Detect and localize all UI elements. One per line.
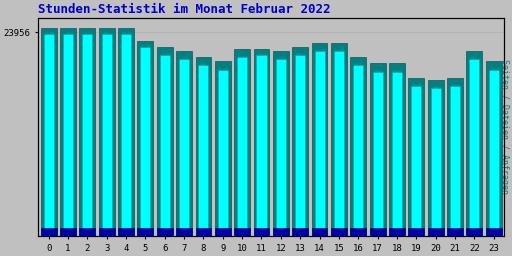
Bar <box>121 34 131 236</box>
Bar <box>140 47 151 236</box>
Y-axis label: Seiten / Dateien / Anfragen: Seiten / Dateien / Anfragen <box>500 59 508 194</box>
Bar <box>176 51 192 236</box>
Bar <box>392 72 402 236</box>
Bar <box>60 28 76 236</box>
Bar <box>60 228 76 236</box>
Bar <box>102 34 112 236</box>
Bar <box>44 34 54 236</box>
Bar <box>79 228 95 236</box>
Bar <box>428 80 443 236</box>
Bar <box>409 228 424 236</box>
Bar <box>295 55 305 236</box>
Bar <box>196 228 211 236</box>
Bar <box>276 59 286 236</box>
Bar <box>40 228 56 236</box>
Bar <box>373 72 382 236</box>
Bar <box>234 228 250 236</box>
Bar <box>99 28 115 236</box>
Bar <box>470 59 479 236</box>
Bar <box>292 228 308 236</box>
Bar <box>176 228 192 236</box>
Bar <box>486 61 502 236</box>
Bar <box>389 228 405 236</box>
Bar <box>486 228 502 236</box>
Bar <box>312 42 328 236</box>
Bar <box>314 51 325 236</box>
Bar <box>389 63 405 236</box>
Bar <box>196 57 211 236</box>
Bar <box>331 228 347 236</box>
Bar <box>82 34 92 236</box>
Bar <box>215 61 231 236</box>
Bar <box>118 28 134 236</box>
Bar <box>157 47 173 236</box>
Bar <box>334 51 344 236</box>
Bar <box>466 51 482 236</box>
Bar <box>431 88 441 236</box>
Bar <box>488 70 499 236</box>
Bar <box>450 86 460 236</box>
Bar <box>137 40 153 236</box>
Bar <box>273 51 289 236</box>
Bar <box>273 228 289 236</box>
Bar <box>157 228 173 236</box>
Bar <box>63 34 73 236</box>
Bar <box>409 78 424 236</box>
Bar <box>253 49 269 236</box>
Bar <box>218 70 228 236</box>
Bar <box>40 28 56 236</box>
Bar <box>466 228 482 236</box>
Bar <box>331 42 347 236</box>
Bar <box>350 57 366 236</box>
Bar <box>353 66 364 236</box>
Bar <box>312 228 328 236</box>
Bar <box>447 228 463 236</box>
Bar <box>370 63 386 236</box>
Bar <box>370 228 386 236</box>
Bar <box>79 28 95 236</box>
Bar <box>179 59 189 236</box>
Bar <box>411 86 421 236</box>
Bar <box>137 228 153 236</box>
Bar <box>234 49 250 236</box>
Bar <box>199 66 208 236</box>
Text: Stunden-Statistik im Monat Februar 2022: Stunden-Statistik im Monat Februar 2022 <box>38 4 330 16</box>
Bar <box>428 228 443 236</box>
Bar <box>447 78 463 236</box>
Bar <box>292 47 308 236</box>
Bar <box>99 228 115 236</box>
Bar <box>118 228 134 236</box>
Bar <box>257 55 267 236</box>
Bar <box>160 55 170 236</box>
Bar <box>253 228 269 236</box>
Bar <box>237 57 247 236</box>
Bar <box>350 228 366 236</box>
Bar <box>215 228 231 236</box>
